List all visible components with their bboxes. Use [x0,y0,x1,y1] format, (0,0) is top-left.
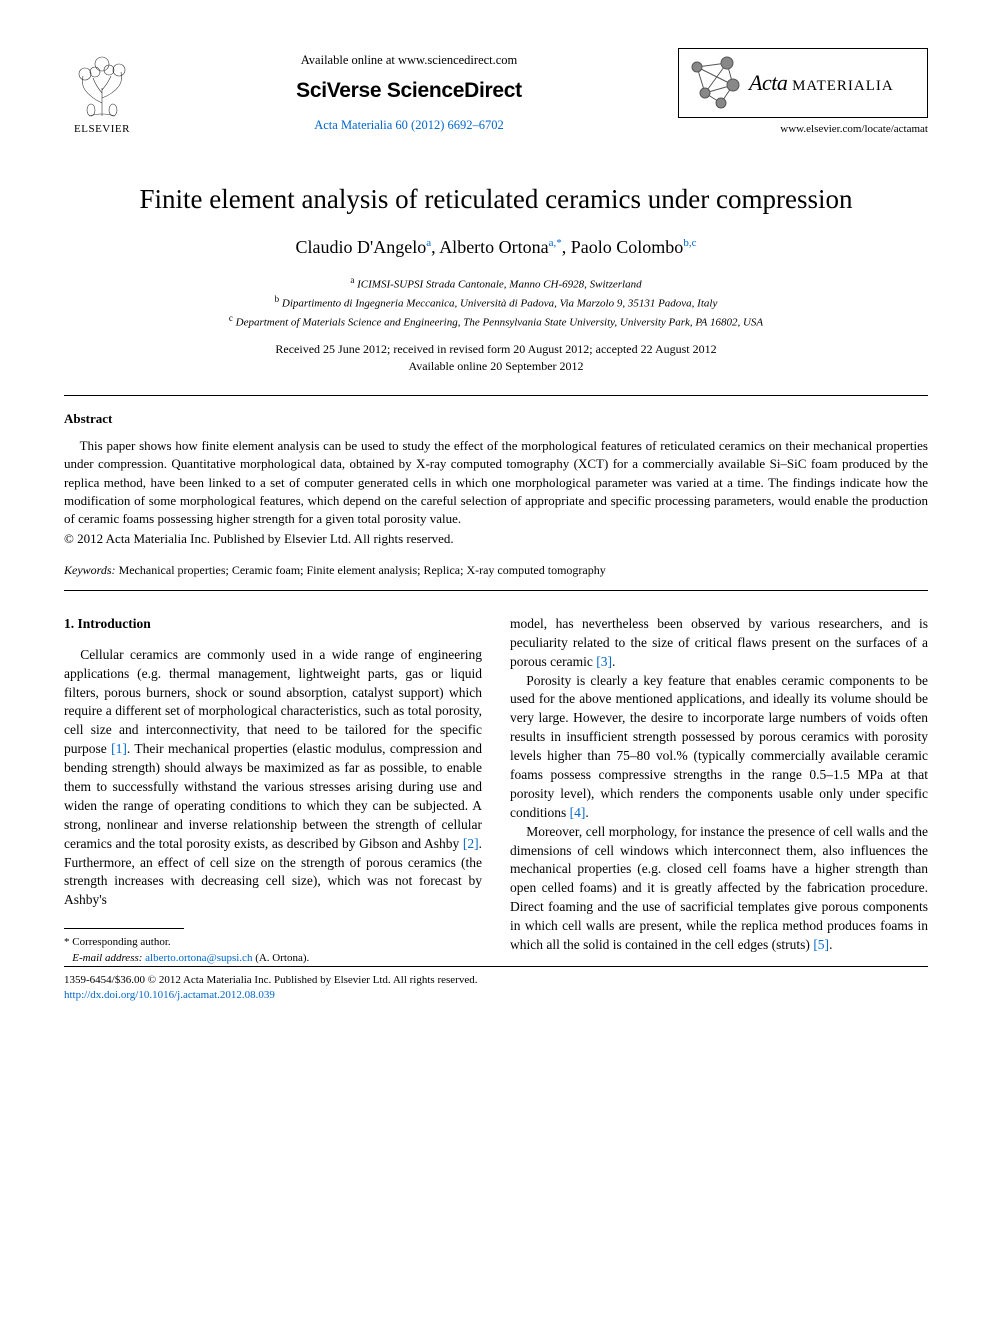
p2b: . [612,654,615,669]
footnote-corr-text: Corresponding author. [72,936,170,948]
corresponding-email[interactable]: alberto.ortona@supsi.ch [145,952,252,964]
p4a: Moreover, cell morphology, for instance … [510,824,928,952]
keywords-line: Keywords: Mechanical properties; Ceramic… [64,562,928,578]
doi-link[interactable]: http://dx.doi.org/10.1016/j.actamat.2012… [64,988,928,1003]
paper-header: ELSEVIER Available online at www.science… [64,48,928,137]
journal-logo-block: Acta MATERIALIA www.elsevier.com/locate/… [678,48,928,137]
footnote-separator [64,928,184,929]
locate-url: www.elsevier.com/locate/actamat [678,122,928,137]
elsevier-logo: ELSEVIER [64,48,140,137]
elsevier-tree-icon [71,48,133,120]
affiliations: a ICIMSI-SUPSI Strada Cantonale, Manno C… [64,274,928,331]
acta-italic: Acta [749,70,787,95]
abstract-section: Abstract This paper shows how finite ele… [64,410,928,548]
corresponding-footnote: * Corresponding author. E-mail address: … [64,935,482,966]
affil-b-text: Dipartimento di Ingegneria Meccanica, Un… [282,297,717,309]
affil-c: c Department of Materials Science and En… [64,312,928,331]
cite-2[interactable]: [2] [463,836,479,851]
cite-1[interactable]: [1] [111,741,127,756]
acta-network-icon [687,55,743,111]
dates-received: Received 25 June 2012; received in revis… [64,341,928,358]
affil-a-text: ICIMSI-SUPSI Strada Cantonale, Manno CH-… [357,278,641,290]
column-right: model, has nevertheless been observed by… [510,615,928,966]
abstract-body: This paper shows how finite element anal… [64,437,928,528]
p3a: Porosity is clearly a key feature that e… [510,673,928,820]
keywords-label: Keywords: [64,563,116,577]
issn-line: 1359-6454/$36.00 © 2012 Acta Materialia … [64,973,928,988]
email-who: (A. Ortona). [252,952,309,964]
authors-line: Claudio D'Angeloa, Alberto Ortonaa,*, Pa… [64,235,928,259]
header-center: Available online at www.sciencedirect.co… [140,48,678,134]
corresponding-star[interactable]: * [556,237,562,249]
email-label: E-mail address: [72,952,142,964]
cite-5[interactable]: [5] [813,937,829,952]
footnote-email-line: E-mail address: alberto.ortona@supsi.ch … [64,951,482,966]
section-1-heading: 1. Introduction [64,615,482,634]
affil-b: b Dipartimento di Ingegneria Meccanica, … [64,293,928,312]
footnote-corr: * Corresponding author. [64,935,482,950]
acta-title: Acta MATERIALIA [749,68,894,98]
author-1: Claudio D'Angelo [296,237,427,257]
article-dates: Received 25 June 2012; received in revis… [64,341,928,375]
author-2: Alberto Ortona [439,237,548,257]
acta-caps: MATERIALIA [787,78,893,94]
intro-para-3: Moreover, cell morphology, for instance … [510,823,928,955]
affil-c-text: Department of Materials Science and Engi… [236,317,764,329]
p3b: . [585,805,588,820]
author-3: Paolo Colombo [571,237,684,257]
elsevier-label: ELSEVIER [74,122,130,137]
p2a: model, has nevertheless been observed by… [510,616,928,669]
paper-title: Finite element analysis of reticulated c… [64,181,928,217]
cite-4[interactable]: [4] [570,805,586,820]
p4b: . [829,937,832,952]
intro-para-1: Cellular ceramics are commonly used in a… [64,646,482,910]
acta-materialia-box: Acta MATERIALIA [678,48,928,118]
author-1-affil[interactable]: a [426,237,431,249]
journal-reference[interactable]: Acta Materialia 60 (2012) 6692–6702 [140,117,678,134]
p1b: . Their mechanical properties (elastic m… [64,741,482,850]
dates-online: Available online 20 September 2012 [64,358,928,375]
intro-para-1-cont: model, has nevertheless been observed by… [510,615,928,672]
affil-a: a ICIMSI-SUPSI Strada Cantonale, Manno C… [64,274,928,293]
author-3-affil[interactable]: b,c [683,237,696,249]
column-left: 1. Introduction Cellular ceramics are co… [64,615,482,966]
cite-3[interactable]: [3] [596,654,612,669]
rule-bottom-abstract [64,590,928,591]
intro-para-2: Porosity is clearly a key feature that e… [510,672,928,823]
keywords-text: Mechanical properties; Ceramic foam; Fin… [116,563,606,577]
rule-footer [64,966,928,967]
sciverse-logo-text: SciVerse ScienceDirect [140,77,678,105]
p1a: Cellular ceramics are commonly used in a… [64,647,482,756]
rule-top [64,395,928,396]
footer-meta: 1359-6454/$36.00 © 2012 Acta Materialia … [64,973,928,1004]
abstract-heading: Abstract [64,410,928,428]
available-online-text: Available online at www.sciencedirect.co… [140,52,678,69]
abstract-copyright: © 2012 Acta Materialia Inc. Published by… [64,530,928,548]
body-columns: 1. Introduction Cellular ceramics are co… [64,615,928,966]
